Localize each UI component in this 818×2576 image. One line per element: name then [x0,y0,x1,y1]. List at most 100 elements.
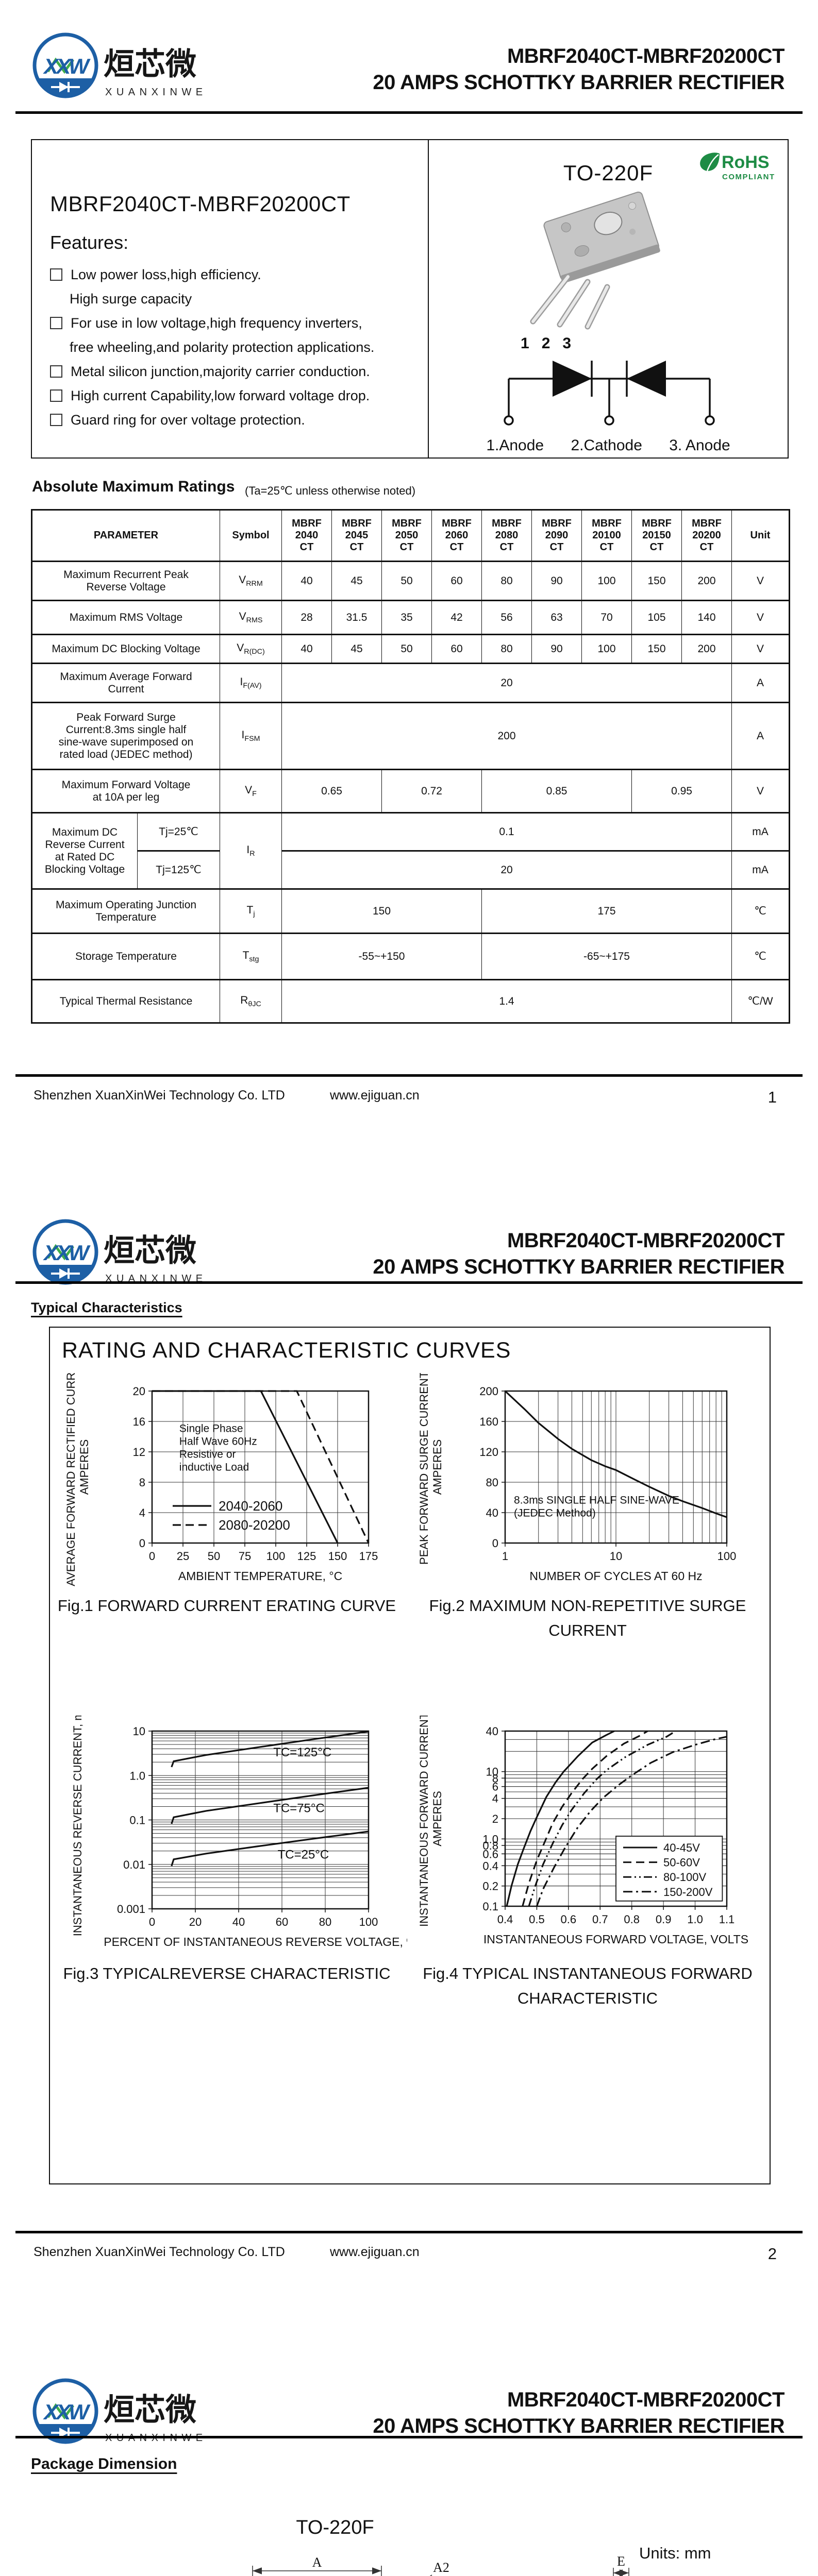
title-line-2: 20 AMPS SCHOTTKY BARRIER RECTIFIER [373,2415,784,2438]
rohs-logo-icon: RoHS COMPLIANT [700,152,775,181]
table-cell: 20 [281,850,732,889]
table-cell: ℃/W [731,979,790,1023]
y-tick-label: 10 [133,1725,145,1738]
footer-website-link[interactable]: www.ejiguan.cn [330,1088,420,1103]
figure3-chart: TC=125°C TC=75°C TC=25°C 0 20 40 60 80 100 0.001 0… [71,1716,407,1948]
series-label: TC=125°C [273,1745,331,1759]
y-tick-label: 1.0 [482,1833,498,1845]
page-number: 2 [767,2245,777,2263]
x-tick-label: 60 [276,1916,288,1928]
features-heading: Features: [50,232,129,253]
x-tick-label: 0.9 [656,1913,672,1926]
y-tick-label: 120 [479,1446,498,1459]
column-header: MBRF 2060 CT [431,509,482,562]
pin-number: 2 [541,335,552,352]
table-cell: 0.1 [281,812,732,851]
table-cell: Maximum Forward Voltage at 10A per leg [31,769,220,813]
section-heading: Package Dimension [31,2455,177,2472]
footer-website-link[interactable]: www.ejiguan.cn [330,2245,420,2259]
header-rule [15,2436,803,2438]
x-tick-label: 100 [266,1550,286,1563]
x-tick-label: 1 [502,1550,508,1563]
page-1: XXW 烜芯微 XUANXINWEI MBRF2040CT-MBRF20200C… [0,0,818,1157]
y-tick-label: 10 [486,1766,498,1778]
legend-entry: 80-100V [663,1871,707,1884]
x-tick-label: 150 [328,1550,347,1563]
y-tick-label: 0.001 [117,1903,145,1916]
column-header: Unit [731,509,790,562]
table-cell: 63 [531,600,582,635]
x-tick-label: 0 [149,1916,155,1928]
package-pane: RoHS COMPLIANT TO-220F [428,140,788,457]
table-cell: Typical Thermal Resistance [31,979,220,1023]
table-cell: VF [220,769,282,813]
logo-accent-icon [46,57,75,74]
table-cell: 20 [281,663,732,703]
figure2-chart: 1 10 100 0 40 80 120 160 200 NUMBER OF CYCLES AT … [418,1373,737,1583]
features-list: Low power loss,high efficiency. High surg… [50,266,406,436]
y-tick-label: 6 [492,1781,498,1793]
table-row: Typical Thermal Resistance RθJC 1.4 ℃/W [31,979,790,1023]
series-2080-20200 [152,1390,370,1544]
table-row: Peak Forward Surge Current:8.3ms single h… [31,702,790,770]
x-tick-label: 0.7 [592,1913,608,1926]
table-row: Maximum RMS Voltage VRMS 28 31.5 35 42 56 63 70 1… [31,600,790,635]
package-photo [530,192,660,330]
table-cell: VRMS [220,600,282,635]
series-80-100V [528,1731,675,1907]
table-cell: A [731,663,790,703]
table-cell: 90 [531,634,582,664]
column-header: Symbol [220,509,282,562]
pin-caption: 1.Anode 2.Cathode 3. Anode [429,437,788,454]
table-cell: 150 [281,888,482,934]
table-cell: 1.4 [281,979,732,1023]
table-cell: Maximum Average Forward Current [31,663,220,703]
logo-monogram: XXW [43,1241,91,1265]
column-header: MBRF 2050 CT [381,509,432,562]
x-axis-label: INSTANTANEOUS FORWARD VOLTAGE, VOLTS [483,1933,748,1946]
series-150-200V [536,1736,727,1907]
curves-title: RATING AND CHARACTERISTIC CURVES [62,1338,511,1363]
y-axis-label: INSTANTANEOUS FORWARD CURRENT,AMPERES [418,1716,444,1927]
legend-entry: 150-200V [663,1886,713,1899]
rohs-compliant-text: COMPLIANT [722,173,775,181]
table-cell: -55~+150 [281,933,482,980]
package-name: TO-220F [563,161,654,185]
y-tick-label: 0.1 [129,1814,145,1827]
table-cell: 150 [631,561,682,601]
x-tick-label: 100 [717,1550,737,1563]
y-tick-label: 4 [139,1506,145,1519]
table-cell: 175 [481,888,732,934]
figure4-chart: 0.4 0.5 0.6 0.7 0.8 0.9 1.0 1.10.10.20.40.60.81… [418,1716,748,1946]
dim-label-A: A [312,2555,322,2570]
legend-entry: 50-60V [663,1856,700,1869]
figure1-caption: Fig.1 FORWARD CURRENT ERATING CURVE [57,1597,396,1615]
column-header: MBRF 20150 CT [631,509,682,562]
table-row: Maximum Average Forward Current IF(AV) 20 A [31,663,790,703]
title-line-2: 20 AMPS SCHOTTKY BARRIER RECTIFIER [373,71,784,94]
units-note: Units: mm [639,2544,711,2562]
ratings-note: (Ta=25℃ unless otherwise noted) [245,484,416,497]
footer-rule [15,2231,803,2233]
feature-text: free wheeling,and polarity protection ap… [70,340,375,355]
table-cell: Storage Temperature [31,933,220,980]
series-label: TC=25°C [278,1848,329,1862]
header-rule [15,111,803,114]
table-cell: 0.85 [481,769,632,813]
table-cell: V [731,634,790,664]
table-cell: V [731,600,790,635]
checkbox-bullet-icon [50,317,62,329]
table-row: Storage Temperature Tstg -55~+150 -65~+175 ℃ [31,933,790,980]
table-cell: IF(AV) [220,663,282,703]
company-logo: XXW 烜芯微 XUANXINWEI [32,2378,210,2444]
title-line-1: MBRF2040CT-MBRF20200CT [507,1229,785,1252]
brand-chinese: 烜芯微 [104,1233,196,1268]
column-header: PARAMETER [31,509,220,562]
x-tick-label: 0.4 [497,1913,513,1926]
table-cell: mA [731,812,790,851]
feature-item: For use in low voltage,high frequency in… [50,315,406,331]
table-cell: Tj=125℃ [137,850,220,889]
x-tick-label: 25 [177,1550,189,1563]
